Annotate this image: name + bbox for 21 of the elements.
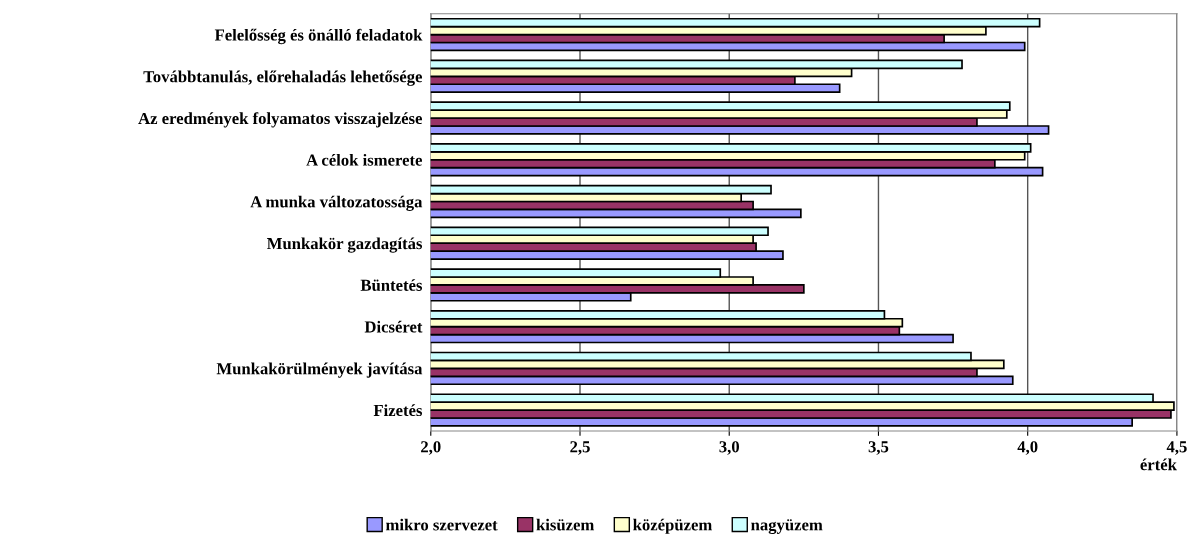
- y-tick-label: Az eredmények folyamatos visszajelzése: [138, 112, 423, 128]
- y-tick-label: Büntetés: [360, 279, 423, 291]
- legend-label: mikro szervezet: [385, 518, 498, 531]
- x-tick-label: 4,0: [1017, 441, 1038, 455]
- legend-label: kisüzem: [536, 518, 595, 531]
- y-tick-label: Továbbtanulás, előrehaladás lehetősége: [143, 70, 423, 86]
- y-tick-label: Dicséret: [364, 320, 423, 333]
- y-tick-label: A munka változatossága: [250, 195, 423, 211]
- x-tick-label: 3,5: [868, 441, 889, 455]
- legend-label: nagyüzem: [751, 519, 823, 534]
- y-tick-label: Munkakörülmények javítása: [216, 362, 423, 378]
- x-tick-label: 3,0: [719, 441, 740, 455]
- x-axis-title: érték: [1140, 458, 1177, 471]
- x-tick-label: 2,0: [421, 441, 441, 455]
- y-tick-label: Fizetés: [373, 404, 423, 417]
- x-tick-label: 4,5: [1166, 441, 1187, 455]
- x-tick-label: 2,5: [570, 441, 590, 455]
- y-tick-label: A célok ismerete: [306, 153, 423, 166]
- y-tick-label: Felelősség és önálló feladatok: [214, 28, 423, 45]
- legend-label: középüzem: [633, 518, 712, 534]
- y-tick-label: Munkakör gazdagítás: [266, 237, 423, 253]
